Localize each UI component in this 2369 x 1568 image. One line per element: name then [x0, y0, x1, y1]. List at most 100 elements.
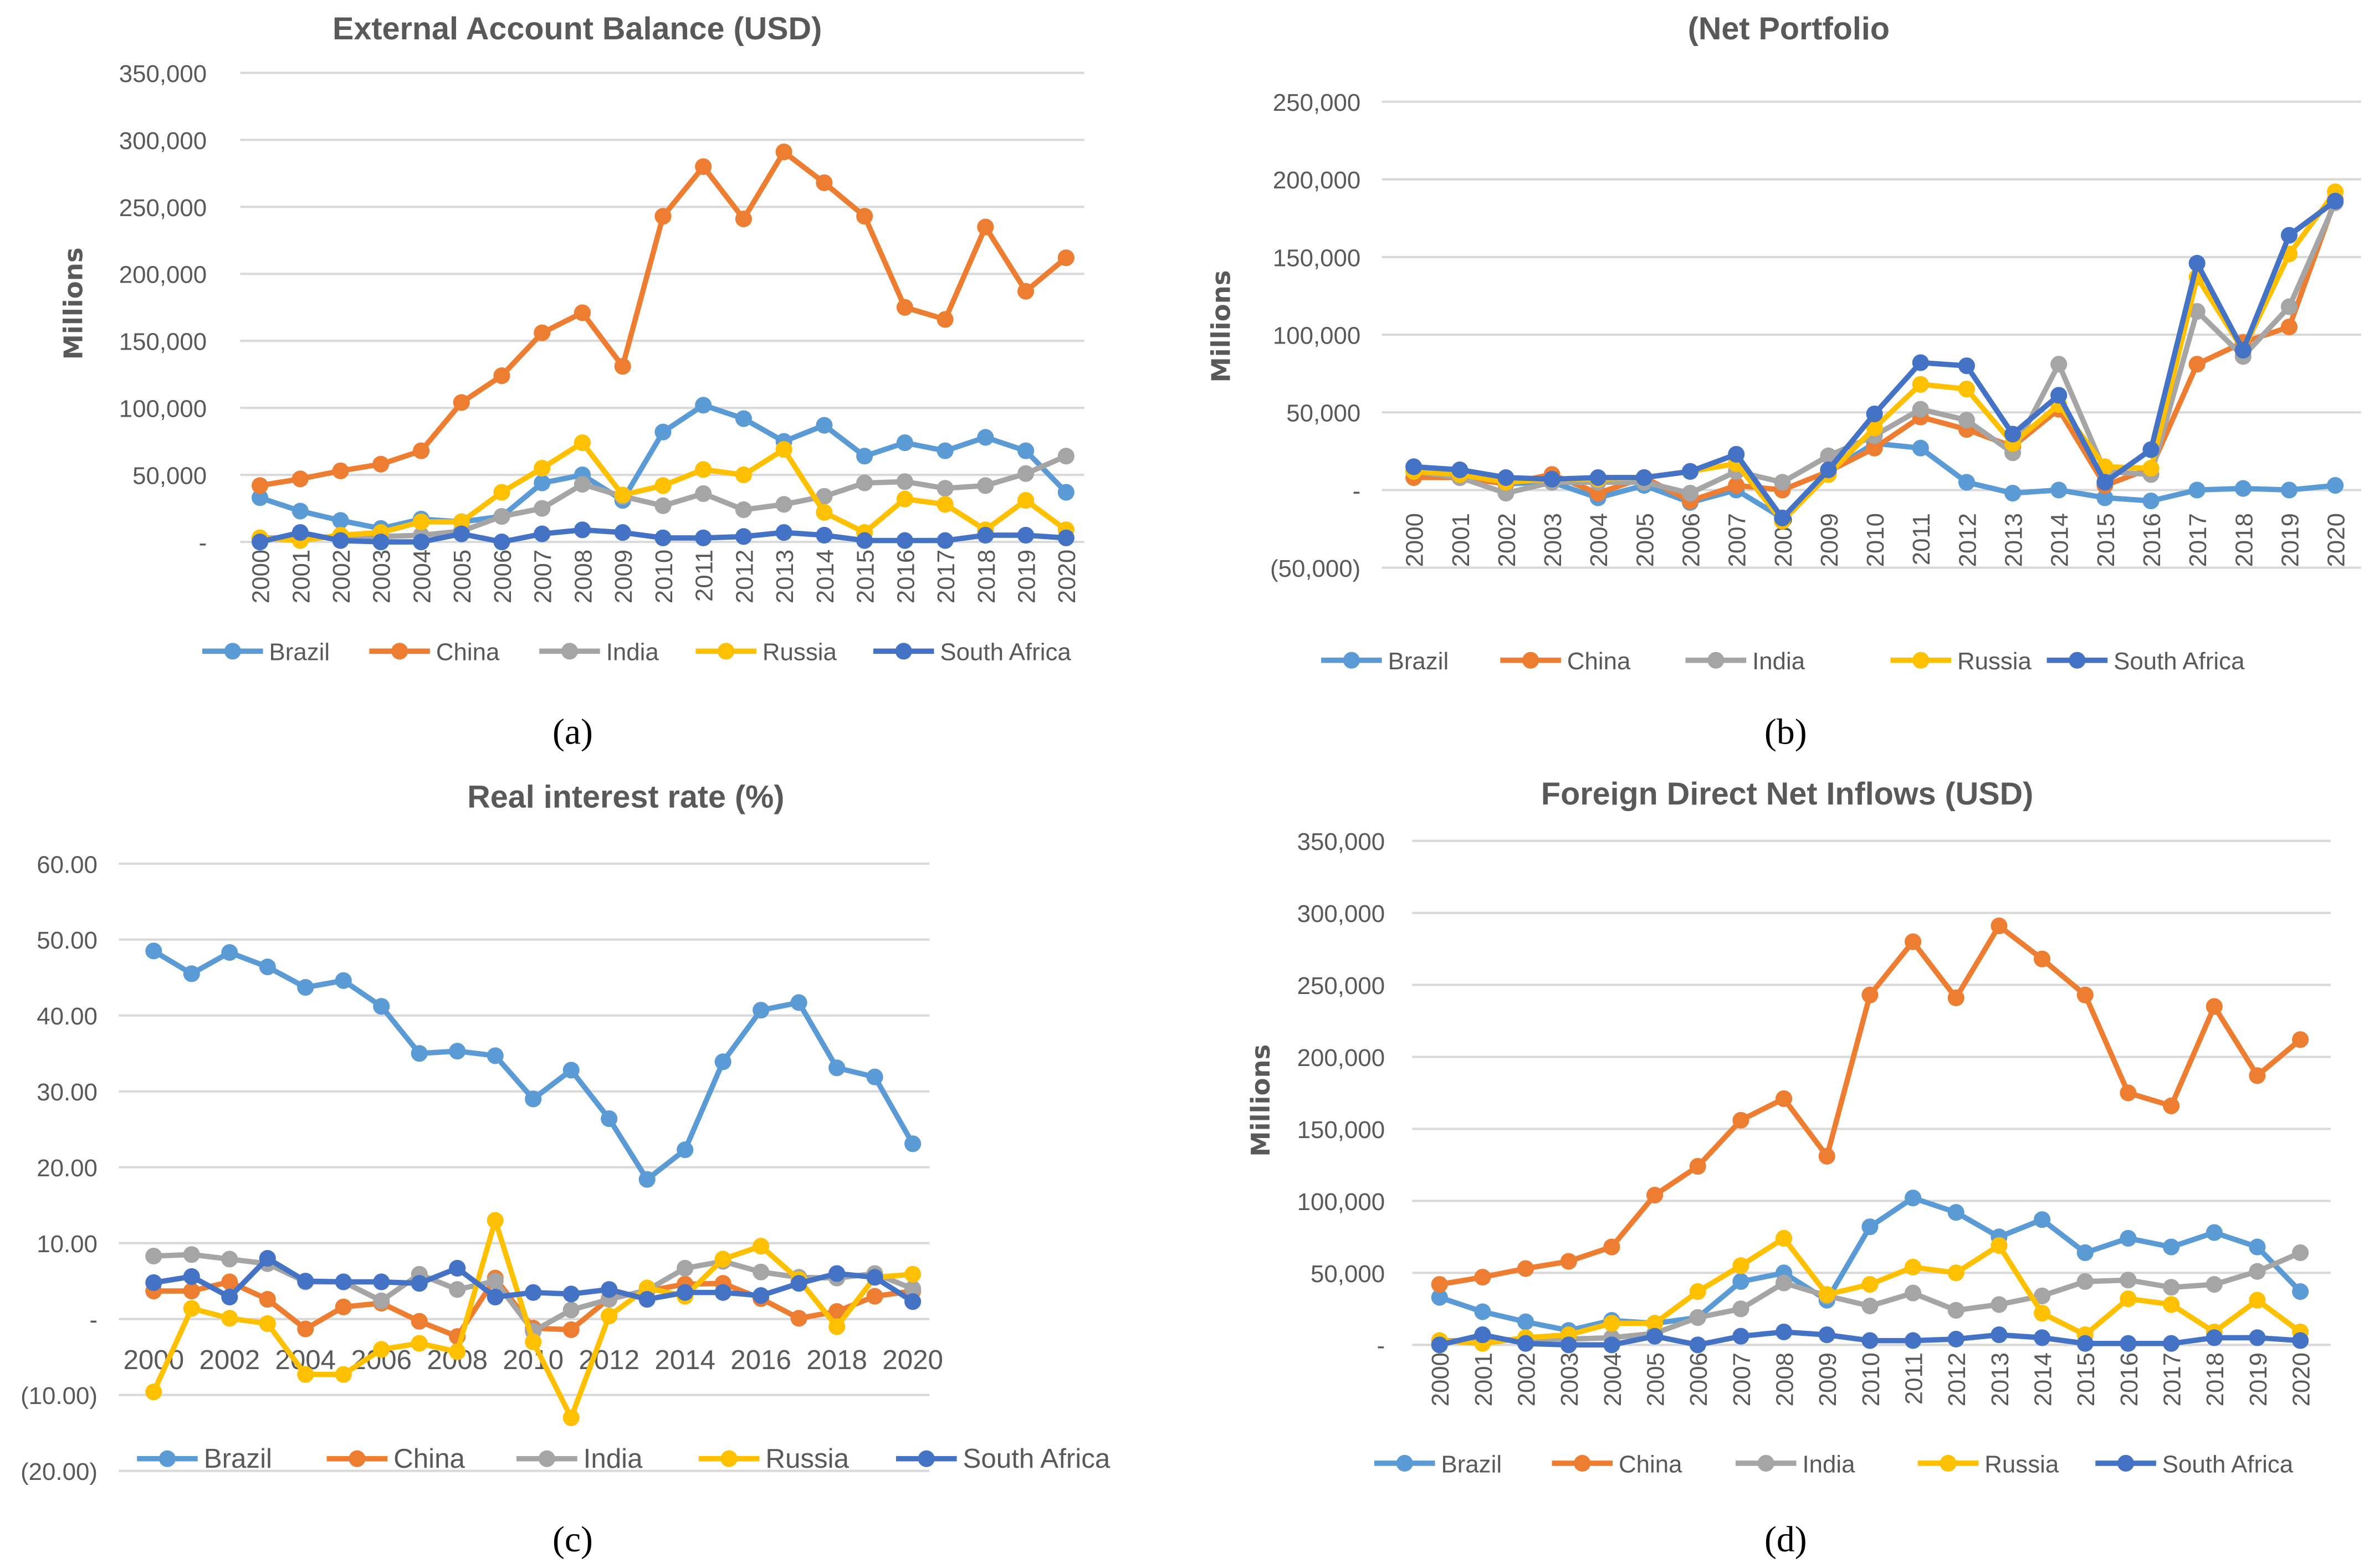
x-tick-label: 2017 [2159, 1352, 2186, 1407]
data-point [2004, 426, 2022, 443]
data-point [816, 504, 833, 521]
data-point [1560, 1253, 1577, 1270]
data-point [654, 477, 672, 494]
data-point [714, 1284, 731, 1301]
data-point [753, 1263, 770, 1280]
data-point [1866, 439, 1883, 457]
series-china [1431, 917, 2309, 1293]
data-point [2292, 1332, 2309, 1349]
y-tick-label: 200,000 [1297, 1044, 1385, 1072]
data-point [2050, 387, 2068, 404]
data-point [2292, 1031, 2309, 1048]
figure-caption: (b) [1764, 711, 1807, 752]
data-point [574, 434, 591, 452]
data-point [221, 944, 238, 961]
data-point [145, 1247, 162, 1265]
data-point [2034, 1287, 2051, 1304]
x-tick-label: 2019 [2245, 1352, 2272, 1407]
data-point [896, 490, 913, 508]
y-tick-label: (50,000) [1270, 555, 1360, 582]
data-point [1017, 465, 1035, 482]
legend-marker [2117, 1454, 2135, 1472]
data-point [735, 467, 752, 484]
data-point [1732, 1111, 1749, 1129]
data-point [2120, 1290, 2137, 1308]
data-point [335, 1366, 352, 1383]
legend-label: Brazil [269, 639, 330, 666]
x-tick-label: 2010 [651, 550, 678, 604]
x-tick-label: 2007 [1728, 1352, 1756, 1407]
data-point [866, 1288, 883, 1305]
data-point [1474, 1269, 1491, 1286]
data-point [562, 1062, 580, 1079]
legend-marker [918, 1450, 935, 1467]
data-point [2280, 227, 2298, 244]
data-point [1517, 1313, 1534, 1330]
data-point [2096, 474, 2114, 491]
data-point [714, 1251, 731, 1268]
data-point [562, 1301, 580, 1319]
data-point [525, 1333, 542, 1350]
series-south-africa [145, 1250, 922, 1310]
chart-title: (Net Portfolio [1688, 11, 1890, 47]
data-point [221, 1251, 238, 1268]
y-tick-label: 40.00 [37, 1003, 98, 1030]
x-tick-label: 2018 [2230, 513, 2258, 567]
data-point [562, 1409, 580, 1426]
data-point [1947, 1330, 1964, 1347]
y-tick-label: 250,000 [1273, 89, 1360, 116]
data-point [937, 442, 954, 459]
y-tick-label: 150,000 [1297, 1116, 1385, 1144]
data-point [2234, 342, 2252, 359]
legend-marker [2069, 652, 2086, 669]
x-tick-label: 2011 [1901, 1352, 1928, 1405]
data-point [562, 1285, 580, 1303]
data-point [1861, 1276, 1879, 1293]
data-point [1646, 1186, 1664, 1204]
chart-a: External Account Balance (USD) - 50,000 100… [59, 11, 1084, 752]
data-point [1603, 1336, 1620, 1354]
x-tick-label: 2013 [2000, 513, 2028, 567]
data-point [2163, 1238, 2180, 1256]
data-point [937, 311, 954, 328]
data-point [2327, 192, 2344, 210]
x-tick-label: 2002 [1493, 513, 1521, 567]
data-point [1905, 1284, 1922, 1301]
data-point [291, 470, 309, 488]
legend-label: Russia [1984, 1451, 2059, 1478]
data-point [2076, 1244, 2094, 1262]
data-point [525, 1090, 542, 1108]
data-point [493, 367, 510, 385]
data-point [534, 474, 551, 491]
legend-label: India [1752, 648, 1805, 675]
data-point [534, 324, 551, 341]
data-point [1646, 1328, 1664, 1345]
y-tick-label: 300,000 [1297, 900, 1385, 928]
x-tick-label: 2000 [248, 550, 275, 604]
series-south-africa [1431, 1323, 2309, 1354]
x-tick-label: 2007 [530, 550, 557, 604]
data-point [601, 1281, 618, 1298]
data-point [2188, 481, 2206, 499]
data-point [790, 994, 807, 1011]
data-point [1905, 1258, 1922, 1276]
data-point [677, 1259, 694, 1277]
x-tick-label: 2017 [933, 550, 960, 604]
data-point [1057, 484, 1075, 501]
data-point [937, 480, 954, 497]
x-tick-label: 2013 [1987, 1352, 2014, 1407]
data-point [1728, 476, 1745, 494]
data-point [453, 525, 470, 542]
y-tick-label: 100,000 [1273, 322, 1360, 350]
data-point [1905, 1332, 1922, 1349]
data-point [1866, 405, 1883, 423]
data-point [790, 1310, 807, 1327]
data-point [790, 1275, 807, 1292]
data-point [714, 1053, 731, 1070]
data-point [2327, 476, 2344, 494]
y-tick-label: 350,000 [1297, 828, 1385, 855]
y-tick-label: (20.00) [21, 1458, 98, 1485]
data-point [487, 1047, 504, 1064]
series-china [1405, 191, 2344, 510]
x-tick-label: 2014 [2046, 513, 2074, 567]
